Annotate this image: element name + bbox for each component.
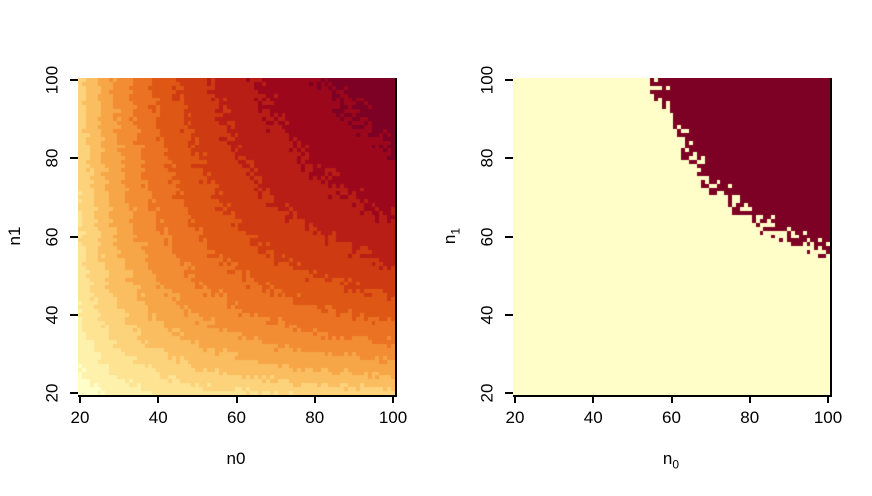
x-axis-tick (392, 397, 395, 403)
y-axis-label-subscript: 1 (448, 227, 463, 235)
x-axis-tick (670, 397, 673, 403)
x-axis-tick (78, 397, 81, 403)
y-axis-tick (505, 235, 513, 238)
y-axis-label-text: n (440, 234, 459, 245)
x-tick-label: 60 (662, 408, 681, 427)
threshold-heatmap-panel (513, 78, 832, 397)
y-axis-tick (70, 78, 78, 81)
y-tick-label: 40 (477, 305, 497, 325)
y-axis-tick (70, 235, 78, 238)
x-tick-label: 80 (305, 408, 325, 427)
x-axis-tick (235, 397, 238, 403)
x-tick-label: 40 (583, 408, 603, 427)
threshold-heatmap-canvas (513, 78, 830, 395)
y-axis-label-right: n1 (440, 227, 463, 245)
x-axis-tick (157, 397, 160, 403)
x-axis-tick (748, 397, 751, 403)
x-tick-label: 80 (740, 408, 760, 427)
y-axis-tick (505, 78, 513, 81)
y-tick-label: 80 (477, 148, 497, 168)
x-axis-label-text: n0 (226, 449, 246, 468)
x-axis-tick (827, 397, 830, 403)
x-axis-label-subscript: 0 (672, 457, 680, 472)
x-tick-label: 60 (227, 408, 246, 427)
x-axis-label-text: n (662, 449, 673, 468)
y-axis-tick (505, 157, 513, 160)
y-tick-label: 60 (477, 227, 497, 246)
x-axis-tick (513, 397, 516, 403)
x-tick-label: 40 (148, 408, 168, 427)
y-axis-tick (505, 313, 513, 316)
y-axis-tick (505, 392, 513, 395)
x-axis-label-right: n0 (662, 449, 680, 472)
y-axis-tick (70, 313, 78, 316)
x-axis-label-left: n0 (227, 449, 246, 469)
x-axis-tick (592, 397, 595, 403)
y-tick-label: 20 (477, 383, 497, 403)
y-axis-tick (70, 157, 78, 160)
x-tick-label: 100 (813, 408, 843, 427)
x-tick-label: 100 (378, 408, 408, 427)
power-heatmap-canvas (78, 78, 395, 395)
x-tick-label: 20 (70, 408, 90, 427)
y-axis-tick (70, 392, 78, 395)
x-tick-label: 20 (505, 408, 525, 427)
x-axis-tick (313, 397, 316, 403)
y-tick-label: 100 (477, 65, 497, 95)
power-heatmap-panel (78, 78, 397, 397)
